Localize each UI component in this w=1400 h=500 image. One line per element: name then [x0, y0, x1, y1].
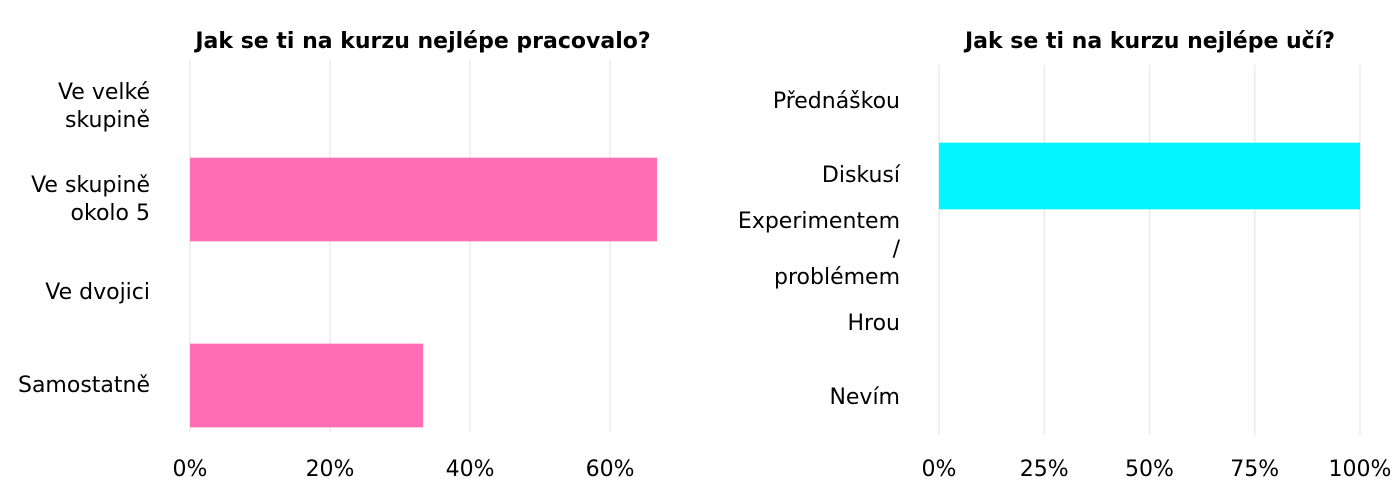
- chart-title: Jak se ti na kurzu nejlépe pracovalo?: [195, 29, 651, 54]
- x-tick-label: 50%: [1125, 457, 1174, 482]
- y-tick-label: Experimentem / problémem: [737, 209, 900, 290]
- y-tick-label: Nevím: [829, 385, 900, 410]
- bar: [190, 157, 657, 242]
- x-tick-label: 0%: [921, 457, 957, 482]
- y-tick-label: Samostatně: [17, 372, 150, 398]
- chart-title: Jak se ti na kurzu nejlépe učí?: [964, 29, 1336, 54]
- x-tick-label: 25%: [1019, 457, 1069, 482]
- y-tick-label: Ve dvojici: [45, 279, 150, 305]
- x-tick-label: 60%: [585, 457, 635, 482]
- y-tick-label: Ve velké skupině: [57, 79, 150, 133]
- y-tick-label: Hrou: [847, 311, 900, 336]
- x-tick-label: 0%: [172, 457, 208, 482]
- y-tick-label: Diskusí: [821, 163, 900, 188]
- y-tick-label: Ve skupině okolo 5: [31, 172, 150, 226]
- y-tick-label: Přednáškou: [772, 89, 900, 114]
- bar: [939, 142, 1360, 210]
- x-tick-label: 40%: [445, 457, 495, 482]
- bar: [190, 343, 424, 428]
- x-tick-label: 75%: [1230, 457, 1280, 482]
- x-tick-label: 100%: [1328, 457, 1392, 482]
- x-tick-label: 20%: [305, 457, 355, 482]
